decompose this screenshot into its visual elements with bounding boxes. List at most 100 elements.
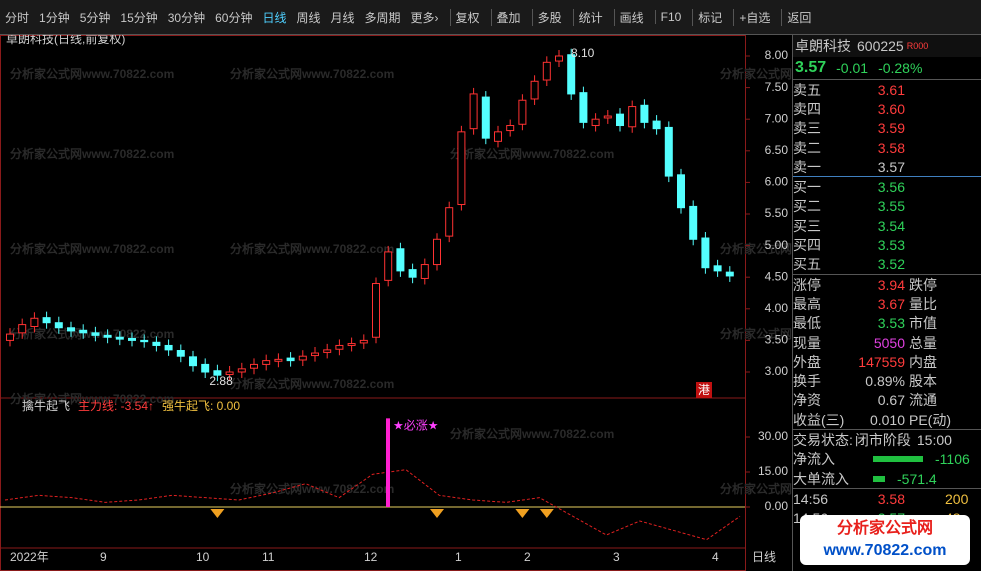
order-book: 卖五 3.61 卖四 3.60 卖三 3.59 卖二 3.58 卖一 3.57 买一 3.56 买二 3.… — [793, 80, 981, 274]
order-label: 买二 — [793, 198, 821, 215]
candle-body — [237, 368, 246, 373]
indicator-line1: 主力线: -3.54↑ — [78, 399, 154, 413]
y-tick-label: 3.00 — [765, 364, 789, 378]
stat-label: 净资 — [793, 392, 821, 409]
flow-label: 净流入 — [793, 451, 835, 468]
tab[interactable]: 分时 — [5, 10, 30, 25]
candle-body — [103, 334, 112, 338]
hk-badge-box — [696, 382, 712, 398]
candle-body — [664, 126, 673, 177]
stat-value: 3.67 — [877, 295, 905, 312]
stat-label: 最低 — [793, 315, 821, 332]
tab[interactable]: 周线 — [296, 10, 321, 25]
tool-button[interactable]: 叠加 — [490, 8, 526, 26]
candle-body — [18, 324, 27, 334]
stat-value: 3.94 — [877, 276, 905, 293]
chart-title: 卓朗科技(日线,前复权) — [6, 35, 125, 46]
status-time: 15:00 — [916, 431, 952, 448]
flow-value: -571.4 — [897, 470, 937, 487]
order-label: 卖四 — [793, 100, 821, 117]
tab[interactable]: 更多› — [410, 10, 439, 25]
tab[interactable]: 月线 — [330, 10, 355, 25]
candle-body — [542, 61, 551, 81]
order-price: 3.53 — [877, 237, 905, 254]
candle-body — [152, 341, 161, 346]
tool-button[interactable]: 返回 — [781, 8, 816, 26]
tick-time: 14:56 — [793, 490, 829, 507]
flow-row: 大单流入 -571.4 — [793, 469, 981, 488]
candle-body — [54, 322, 63, 329]
candle-body — [30, 317, 39, 327]
change: -0.01 — [836, 60, 869, 76]
order-price: 3.55 — [877, 198, 905, 215]
flow-value: -1106 — [935, 451, 970, 468]
candle-body — [603, 115, 612, 119]
candle-body — [628, 106, 637, 128]
order-price: 3.59 — [877, 120, 905, 137]
watermark: 分析家公式网www.70822.com — [10, 391, 174, 406]
y-tick-label: 4.00 — [765, 301, 789, 315]
tool-button[interactable]: +自选 — [733, 8, 775, 26]
candle-body — [79, 329, 88, 334]
stat-row: 净资 0.67 流通 — [793, 391, 981, 410]
order-row: 买三 3.54 — [793, 216, 981, 235]
tool-button[interactable]: F10 — [654, 10, 687, 24]
status: 闭市阶段 — [854, 432, 911, 448]
stat-label: 收益(三) — [793, 411, 845, 428]
tick-price: 3.58 — [877, 490, 905, 507]
candle-body — [494, 131, 502, 142]
tab[interactable]: 60分钟 — [215, 10, 253, 25]
candle-body — [372, 283, 380, 338]
stat-label: 跌停 — [909, 276, 937, 293]
candle-body — [616, 113, 624, 127]
stat-label: 换手 — [793, 373, 821, 390]
candle-body — [311, 352, 319, 357]
stat-label: 外盘 — [793, 353, 821, 370]
watermark: 分析家公式网www.70822.com — [10, 66, 174, 81]
candle-body — [689, 205, 698, 240]
signal-label: ★必涨★ — [393, 418, 439, 433]
price: 3.57 — [795, 59, 827, 76]
diamond — [515, 509, 530, 518]
stat-label: 内盘 — [909, 353, 937, 370]
stat-label: 最高 — [793, 295, 821, 312]
tab[interactable]: 30分钟 — [167, 10, 206, 25]
candle-body — [347, 343, 356, 346]
tool-button[interactable]: 多股 — [531, 8, 567, 26]
stat-row: 现量 5050 总量 — [793, 333, 981, 352]
candle-body — [335, 344, 344, 350]
candle-body — [567, 54, 576, 95]
candle-body — [591, 118, 600, 127]
y-tick-label: 0.00 — [765, 499, 789, 513]
tool-button[interactable]: 标记 — [692, 8, 727, 26]
tab[interactable]: 15分钟 — [120, 10, 158, 25]
low-label: 2.88 — [209, 374, 233, 388]
order-price: 3.52 — [877, 256, 905, 273]
tab[interactable]: 1分钟 — [39, 10, 70, 25]
watermark: 分析家公式网www.70822.com — [720, 66, 792, 81]
tool-button[interactable]: 统计 — [572, 8, 608, 26]
tab[interactable]: 日线 — [262, 10, 287, 25]
x-tick-label: 12 — [364, 550, 378, 564]
tool-button[interactable]: 复权 — [449, 8, 485, 26]
watermark: 分析家公式网www.70822.com — [720, 481, 792, 496]
x-tick-label: 10 — [196, 550, 210, 564]
candle-body — [677, 174, 685, 209]
tick-volume: 200 — [945, 490, 969, 507]
stat-label: 量比 — [909, 295, 937, 312]
watermark: 分析家公式网www.70822.com — [720, 241, 792, 256]
candle-body — [506, 125, 515, 132]
order-row: 买四 3.53 — [793, 235, 981, 254]
y-tick-label: 30.00 — [758, 429, 788, 443]
order-label: 卖五 — [793, 81, 821, 98]
tool-button[interactable]: 画线 — [613, 8, 649, 26]
tab[interactable]: 多周期 — [364, 10, 401, 25]
stock-code: 600225 — [857, 38, 904, 54]
candle-body — [579, 92, 588, 123]
tab[interactable]: 5分钟 — [79, 10, 111, 25]
stat-row: 最高 3.67 量比 — [793, 294, 981, 313]
stat-label: 涨停 — [793, 276, 821, 293]
chart: 分析家公式网www.70822.com 分析家公式网www.70822.com 分析… — [0, 35, 792, 571]
tick-row: 14:56 3.58 200 — [793, 489, 981, 508]
